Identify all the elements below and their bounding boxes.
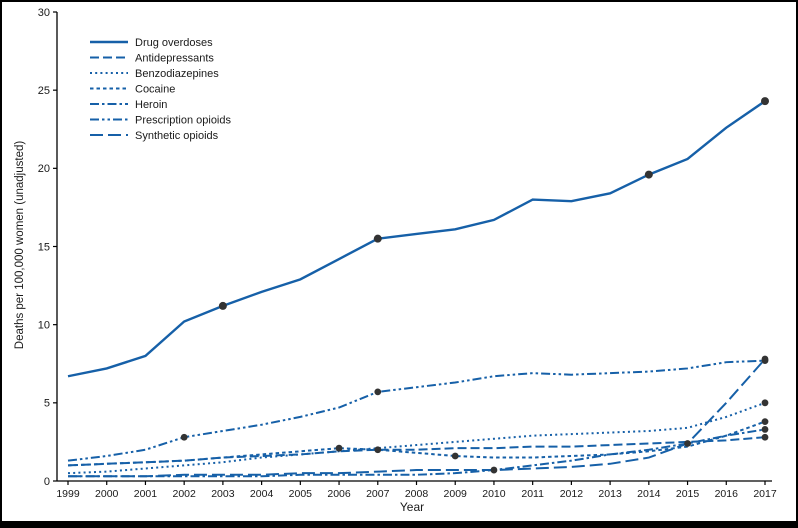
line-chart-canvas: 0 5 10 15 20 25 30 1999 2000 2001 2002 2003 2004 2005… bbox=[38, 7, 777, 500]
y-tick-label: 0 bbox=[44, 476, 50, 488]
y-tick-label: 30 bbox=[38, 7, 50, 19]
joinpoint-marker bbox=[335, 444, 343, 452]
joinpoint-marker bbox=[374, 446, 382, 454]
x-tick-label: 2016 bbox=[715, 488, 739, 500]
joinpoint-marker bbox=[451, 452, 459, 460]
legend-label: Cocaine bbox=[135, 83, 175, 95]
joinpoint-marker bbox=[373, 234, 382, 243]
y-tick-label: 25 bbox=[38, 85, 50, 97]
x-tick-label: 2001 bbox=[134, 488, 158, 500]
y-tick-label: 20 bbox=[38, 163, 50, 175]
legend-label: Heroin bbox=[135, 99, 167, 111]
x-tick-label: 2013 bbox=[598, 488, 622, 500]
x-tick-label: 2000 bbox=[95, 488, 119, 500]
joinpoint-marker bbox=[218, 301, 227, 310]
legend-label: Prescription opioids bbox=[135, 114, 231, 126]
x-tick-label: 2017 bbox=[753, 488, 777, 500]
joinpoint-marker bbox=[684, 440, 691, 447]
x-tick-label: 2007 bbox=[366, 488, 390, 500]
joinpoint-marker bbox=[490, 466, 498, 474]
joinpoint-marker bbox=[761, 399, 769, 407]
x-tick-label: 2003 bbox=[211, 488, 235, 500]
series-line-heroin bbox=[68, 428, 766, 478]
y-tick-label: 10 bbox=[38, 319, 50, 331]
joinpoint-marker bbox=[180, 433, 188, 441]
legend-label: Drug overdoses bbox=[135, 37, 213, 49]
series-line-synthetic-opioids bbox=[68, 358, 766, 478]
x-tick-label: 2015 bbox=[676, 488, 700, 500]
legend-label: Antidepressants bbox=[135, 52, 214, 64]
joinpoint-marker bbox=[761, 418, 769, 425]
joinpoint-marker bbox=[761, 355, 769, 363]
legend-label: Synthetic opioids bbox=[135, 130, 219, 142]
x-tick-label: 2004 bbox=[250, 488, 274, 500]
legend-label: Benzodiazepines bbox=[135, 68, 219, 80]
x-tick-label: 2005 bbox=[289, 488, 313, 500]
y-tick-label: 5 bbox=[44, 398, 50, 410]
x-tick-label: 2002 bbox=[172, 488, 196, 500]
series-line-cocaine bbox=[67, 420, 766, 467]
x-tick-label: 1999 bbox=[56, 488, 80, 500]
x-tick-label: 2008 bbox=[405, 488, 429, 500]
joinpoint-marker bbox=[644, 170, 653, 179]
joinpoint-marker bbox=[761, 97, 769, 106]
x-tick-label: 2011 bbox=[521, 488, 544, 500]
series-line-drug-overdoses bbox=[67, 100, 766, 378]
x-tick-label: 2012 bbox=[560, 488, 584, 500]
series-line-benzodiazepines bbox=[67, 401, 766, 475]
x-tick-label: 2014 bbox=[637, 488, 661, 500]
y-tick-label: 15 bbox=[38, 241, 50, 253]
joinpoint-marker bbox=[761, 426, 769, 433]
joinpoint-marker bbox=[761, 433, 769, 441]
x-tick-label: 2009 bbox=[444, 488, 468, 500]
x-tick-label: 2010 bbox=[482, 488, 506, 500]
joinpoint-marker bbox=[374, 388, 382, 396]
x-tick-label: 2006 bbox=[327, 488, 351, 500]
legend: Drug overdoses Antidepressants Benzodiazep… bbox=[90, 37, 231, 142]
